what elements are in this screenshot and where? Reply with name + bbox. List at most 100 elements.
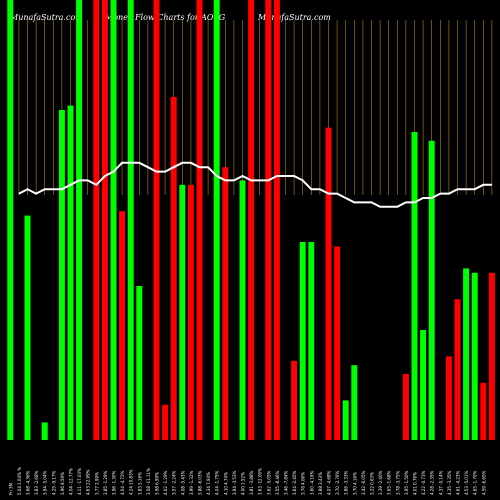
bar bbox=[273, 0, 280, 440]
x-tick-label: 4.37 -0.14% bbox=[438, 470, 443, 495]
bar bbox=[248, 0, 255, 440]
bars-layer bbox=[7, 0, 495, 441]
bar bbox=[101, 0, 108, 440]
x-tick-label: 4.07 -4.68% bbox=[327, 470, 332, 495]
bar bbox=[265, 0, 272, 440]
bar bbox=[24, 215, 31, 440]
x-tick-label: 4.11 -17.03% bbox=[77, 468, 82, 495]
bar bbox=[488, 272, 495, 440]
bar bbox=[463, 268, 470, 440]
x-tick-label: 3.60 -4.16% bbox=[309, 470, 314, 495]
x-tick-label: 3.70 4.16% bbox=[352, 472, 357, 495]
x-tick-label: 3.55 -8.46% bbox=[275, 470, 280, 495]
bar bbox=[119, 211, 126, 440]
header-left: MunafaSutra.com bbox=[10, 13, 83, 22]
x-tick-label: 3.39 -2.40% bbox=[378, 470, 383, 495]
x-tick-label: 4.08 -5.43% bbox=[180, 470, 185, 495]
x-tick-label: 3.81 -3.88% bbox=[249, 470, 254, 495]
x-tick-label: 3.96 8.59% bbox=[60, 472, 65, 495]
x-tick-label: 3.83 5.16% bbox=[137, 472, 142, 495]
x-tick-label: 4.00 1.52% bbox=[241, 472, 246, 495]
x-tick-label: 4.02 -1.29% bbox=[163, 470, 168, 495]
x-tick-label: 4.25 -9.17% bbox=[51, 470, 56, 495]
x-tick-label: 4.63 22.99% bbox=[86, 469, 91, 495]
x-tick-label: 4.04 -4.72% bbox=[120, 470, 125, 495]
x-tick-label: 3.88 3.43% bbox=[318, 472, 323, 495]
x-tick-label: Fri 3M bbox=[8, 482, 13, 495]
bar bbox=[428, 140, 435, 441]
bar bbox=[153, 0, 160, 440]
bar bbox=[480, 382, 487, 440]
x-tick-label: 4.22 -0.73% bbox=[421, 470, 426, 495]
chart-title: Money Flow Charts for AOTG bbox=[105, 13, 226, 22]
x-tick-label: 4.59 -6.65% bbox=[481, 470, 486, 495]
x-tick-label: 3.99 -1.32% bbox=[189, 470, 194, 495]
x-tick-label: 3.78 -3.75% bbox=[395, 470, 400, 495]
x-tick-label: 3.65 -1.68% bbox=[387, 470, 392, 495]
x-tick-label: 4.24 10.83% bbox=[129, 469, 134, 495]
series-line bbox=[18, 161, 492, 208]
bar bbox=[67, 105, 74, 440]
x-tick-label: 3.83 -2.68% bbox=[34, 470, 39, 495]
bar bbox=[351, 365, 358, 440]
bar bbox=[222, 167, 229, 440]
x-tick-label: 3.22 0.63% bbox=[370, 472, 375, 495]
header-right: MunafaSutra.com bbox=[258, 13, 331, 22]
x-tick-label: 5.04 1.04% % bbox=[17, 467, 22, 495]
bar bbox=[420, 330, 427, 440]
x-tick-label: 3.46 -7.84% bbox=[284, 470, 289, 495]
x-tick-label: 3.64 -2.45% bbox=[292, 470, 297, 495]
x-tick-label: 3.88 -6.03% bbox=[198, 470, 203, 495]
bar bbox=[196, 0, 203, 440]
bar bbox=[187, 184, 194, 440]
x-tick-label: 3.62 -5.05% bbox=[266, 470, 271, 495]
x-tick-label: 4.04 -12.77% bbox=[69, 468, 74, 495]
x-tick-label: 4.61 -4.23% bbox=[456, 470, 461, 495]
bar bbox=[136, 286, 143, 440]
x-tick-label: 3.94 -5.04% bbox=[43, 470, 48, 495]
x-tick-label: 4.04 -1.75% bbox=[215, 470, 220, 495]
x-tick-label: 3.86 -3.33% bbox=[344, 470, 349, 495]
x-tick-label: 4.28 -2.35% bbox=[430, 470, 435, 495]
x-tick-label: 3.94 -3.53% bbox=[232, 470, 237, 495]
bar bbox=[445, 356, 452, 440]
bar bbox=[402, 374, 409, 440]
lines-layer bbox=[18, 161, 492, 208]
x-tick-label: 3.85 -1.29% bbox=[103, 470, 108, 495]
bar bbox=[299, 242, 306, 440]
x-tick-label: 4.65 -1.70% bbox=[473, 470, 478, 495]
x-tick-label: 4.53 -5.01% bbox=[464, 470, 469, 495]
bar bbox=[471, 272, 478, 440]
bar bbox=[308, 242, 315, 440]
x-tick-label: 3.68 -4.36% bbox=[26, 470, 31, 495]
bar bbox=[239, 180, 246, 440]
x-tick-label: 3.58 -11.11% bbox=[146, 468, 151, 495]
x-tick-label: 4.34 7.94% bbox=[206, 472, 211, 495]
x-tick-label: 3.57 -2.24% bbox=[172, 470, 177, 495]
bar bbox=[162, 404, 169, 440]
x-tick-label: 3.76 4.06% bbox=[301, 472, 306, 495]
bar bbox=[7, 0, 14, 440]
x-tick-label: 4.10 4.74% bbox=[223, 472, 228, 495]
bar bbox=[170, 96, 177, 441]
bar bbox=[179, 184, 186, 440]
x-tick-label: 3.95 -1.50% bbox=[404, 470, 409, 495]
bar bbox=[411, 132, 418, 440]
bar bbox=[325, 127, 332, 440]
x-tick-label: 3.42 -6.05% bbox=[361, 470, 366, 495]
bar bbox=[334, 246, 341, 440]
bar bbox=[454, 299, 461, 440]
bar bbox=[41, 422, 48, 440]
bar bbox=[110, 0, 117, 440]
bar bbox=[127, 0, 134, 440]
x-tick-label: 3.96 -1.30% bbox=[112, 470, 117, 495]
bar bbox=[213, 0, 220, 440]
x-tick-label: 3.77 2.99% bbox=[94, 472, 99, 495]
x-tick-label: 3.70 -2.76% bbox=[335, 470, 340, 495]
x-tick-label: 3.98 6.99% bbox=[155, 472, 160, 495]
x-tick-label: 4.35 -3.35% bbox=[447, 470, 452, 495]
tick-labels-layer: Fri 3M 5.04 1.04% % 3.68 -4.36% 3.83 -2.68… bbox=[8, 467, 486, 495]
bar bbox=[342, 400, 349, 440]
bar bbox=[58, 110, 65, 440]
